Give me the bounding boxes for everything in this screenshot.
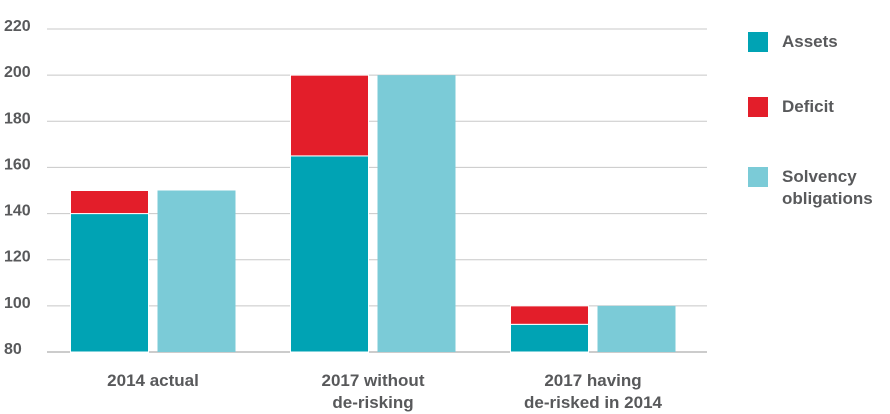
y-tick-label-140: 140 bbox=[4, 203, 31, 220]
bars bbox=[70, 74, 676, 353]
y-tick-label-160: 160 bbox=[4, 156, 31, 173]
x-category-label-3-line-2: de-risked in 2014 bbox=[524, 393, 663, 412]
bar-solvency-obligations-3 bbox=[597, 305, 676, 352]
y-tick-label-80: 80 bbox=[4, 341, 22, 358]
bar-assets-1 bbox=[70, 213, 149, 353]
x-category-label-3-line-1: 2017 having bbox=[544, 371, 641, 390]
bar-solvency-obligations-2 bbox=[377, 75, 456, 353]
legend-swatch-assets bbox=[748, 32, 768, 52]
bar-deficit-1 bbox=[70, 190, 149, 215]
legend-label-solvency-obligations-line-1: Solvency bbox=[782, 167, 857, 186]
legend: Assets Deficit Solvency obligations bbox=[748, 32, 873, 208]
bar-assets-2 bbox=[290, 155, 369, 353]
legend-swatch-deficit bbox=[748, 97, 768, 117]
legend-swatch-solvency-obligations bbox=[748, 167, 768, 187]
y-tick-label-220: 220 bbox=[4, 18, 31, 35]
gridlines bbox=[47, 28, 707, 353]
y-tick-label-120: 120 bbox=[4, 249, 31, 266]
y-tick-label-100: 100 bbox=[4, 295, 31, 312]
y-tick-label-200: 200 bbox=[4, 64, 31, 81]
legend-label-solvency-obligations-line-2: obligations bbox=[782, 189, 873, 208]
x-axis-labels: 2014 actual 2017 without de-risking 2017 ha… bbox=[107, 371, 662, 412]
bar-deficit-2 bbox=[290, 74, 369, 157]
bar-solvency-obligations-1 bbox=[157, 190, 236, 352]
x-category-label-1: 2014 actual bbox=[107, 371, 199, 390]
y-axis-ticks: 80 100 120 140 160 180 200 220 bbox=[4, 18, 31, 358]
bar-assets-3 bbox=[510, 323, 589, 353]
legend-label-deficit: Deficit bbox=[782, 97, 834, 116]
bar-deficit-3 bbox=[510, 305, 589, 325]
x-category-label-2-line-2: de-risking bbox=[332, 393, 413, 412]
y-tick-label-180: 180 bbox=[4, 110, 31, 127]
legend-label-assets: Assets bbox=[782, 32, 838, 51]
x-category-label-2-line-1: 2017 without bbox=[322, 371, 425, 390]
